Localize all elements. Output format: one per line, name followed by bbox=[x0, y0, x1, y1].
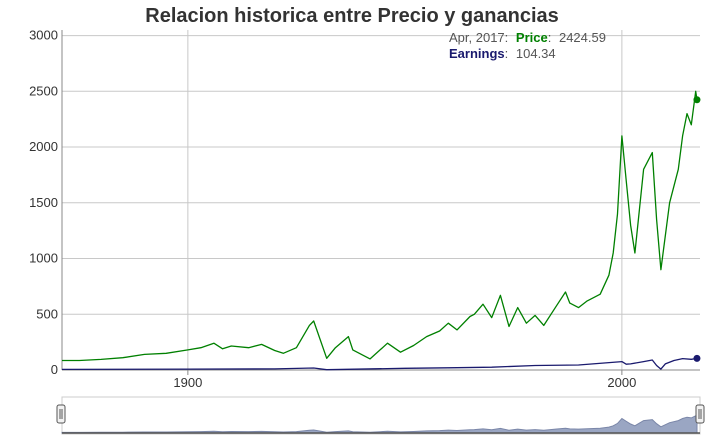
navigator-handle-right[interactable] bbox=[695, 404, 705, 424]
navigator-track bbox=[61, 396, 701, 435]
series-layer bbox=[61, 90, 701, 371]
y-tick-label: 2000 bbox=[29, 139, 58, 154]
series-line-earnings bbox=[61, 357, 698, 371]
navigator-handle-left[interactable] bbox=[56, 404, 66, 424]
tooltip-price-label: Price bbox=[516, 30, 548, 45]
y-tick-label: 2500 bbox=[29, 83, 58, 98]
y-tick-label: 1500 bbox=[29, 195, 58, 210]
tooltip-earnings-label: Earnings bbox=[449, 46, 505, 61]
range-navigator[interactable] bbox=[56, 396, 705, 435]
tooltip-date: Apr, 2017: bbox=[449, 30, 508, 45]
grid bbox=[62, 30, 700, 371]
series-line-price bbox=[62, 90, 698, 362]
tooltip-price-line: Apr, 2017: Price: 2424.59 bbox=[449, 30, 606, 45]
series-marker-earnings bbox=[693, 354, 701, 362]
tooltip-earnings-value: 104.34 bbox=[516, 46, 556, 61]
y-tick-label: 500 bbox=[36, 306, 58, 321]
navigator-area bbox=[61, 415, 698, 434]
series-marker-price bbox=[693, 96, 701, 104]
y-tick-label: 1000 bbox=[29, 251, 58, 266]
tooltip-price-value: 2424.59 bbox=[559, 30, 606, 45]
y-tick-label: 0 bbox=[51, 362, 58, 377]
x-tick-label: 1900 bbox=[173, 375, 202, 390]
tooltip-legend: Apr, 2017: Price: 2424.59 Earnings: 104.… bbox=[449, 30, 606, 61]
x-tick-label: 2000 bbox=[607, 375, 636, 390]
axes: 0 500 1000 1500 2000 2500 3000 1900 2000 bbox=[29, 28, 700, 390]
tooltip-earnings-line: Earnings: 104.34 bbox=[449, 46, 556, 61]
y-tick-label: 3000 bbox=[29, 28, 58, 43]
chart-title: Relacion historica entre Precio y gananc… bbox=[145, 5, 559, 27]
